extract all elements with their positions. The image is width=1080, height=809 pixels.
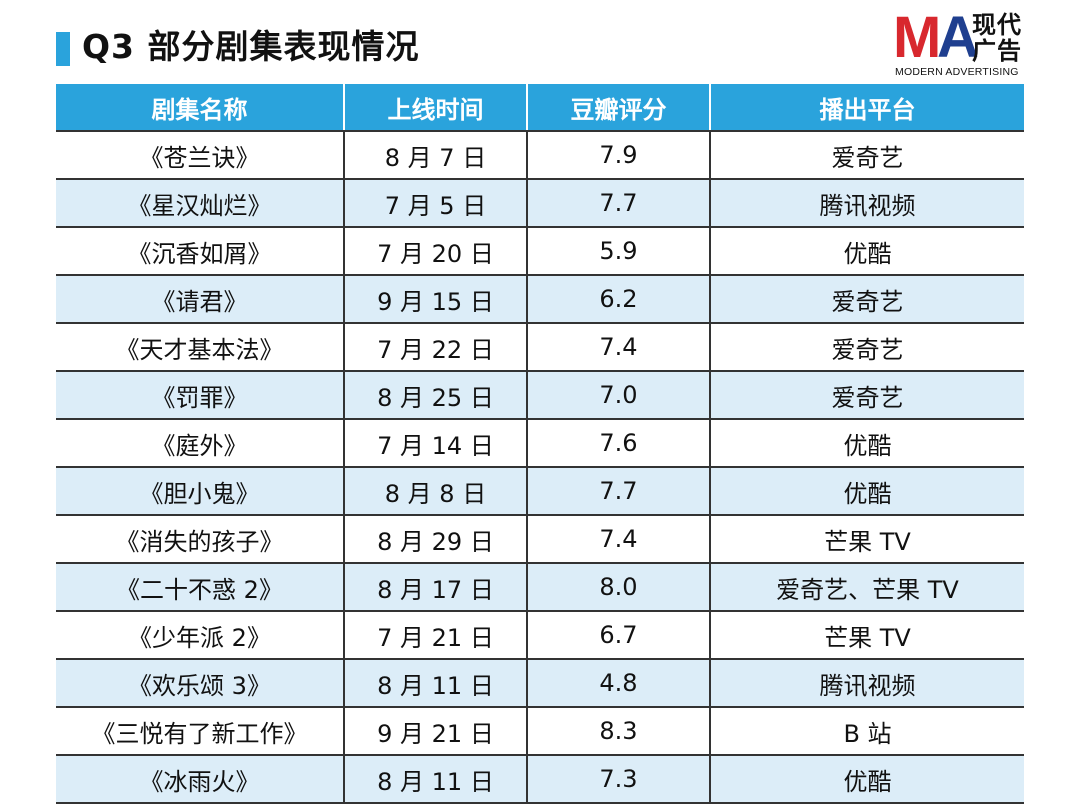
- logo-chinese-name: 现代广告: [972, 11, 1022, 65]
- douban-score-cell: 7.4: [526, 323, 710, 372]
- drama-name-cell: 《二十不惑 2》: [56, 563, 344, 612]
- release-date-cell: 8 月 11 日: [343, 659, 527, 708]
- douban-score-cell: 7.3: [526, 755, 710, 804]
- table-row: 《苍兰诀》 8 月 7 日 7.9 爱奇艺: [56, 131, 1024, 180]
- table-row: 《二十不惑 2》 8 月 17 日 8.0 爱奇艺、芒果 TV: [56, 563, 1024, 612]
- platform-cell: 爱奇艺: [709, 323, 1024, 372]
- release-date-cell: 7 月 20 日: [343, 227, 527, 276]
- table-row: 《胆小鬼》 8 月 8 日 7.7 优酷: [56, 467, 1024, 516]
- platform-cell: 爱奇艺: [709, 275, 1024, 324]
- table-row: 《少年派 2》 7 月 21 日 6.7 芒果 TV: [56, 611, 1024, 660]
- release-date-cell: 8 月 17 日: [343, 563, 527, 612]
- drama-name-cell: 《星汉灿烂》: [56, 179, 344, 228]
- platform-cell: 爱奇艺: [709, 131, 1024, 180]
- release-date-cell: 8 月 11 日: [343, 755, 527, 804]
- release-date-cell: 7 月 14 日: [343, 419, 527, 468]
- platform-cell: 爱奇艺: [709, 371, 1024, 420]
- drama-name-cell: 《罚罪》: [56, 371, 344, 420]
- platform-cell: 腾讯视频: [709, 179, 1024, 228]
- release-date-cell: 9 月 21 日: [343, 707, 527, 756]
- drama-name-cell: 《天才基本法》: [56, 323, 344, 372]
- release-date-cell: 8 月 7 日: [343, 131, 527, 180]
- release-date-cell: 7 月 21 日: [343, 611, 527, 660]
- douban-score-cell: 7.7: [526, 179, 710, 228]
- table-row: 《庭外》 7 月 14 日 7.6 优酷: [56, 419, 1024, 468]
- header-platform: 播出平台: [709, 84, 1024, 132]
- drama-name-cell: 《苍兰诀》: [56, 131, 344, 180]
- header-release-date: 上线时间: [343, 84, 528, 132]
- douban-score-cell: 8.3: [526, 707, 710, 756]
- drama-name-cell: 《欢乐颂 3》: [56, 659, 344, 708]
- table-row: 《请君》 9 月 15 日 6.2 爱奇艺: [56, 275, 1024, 324]
- table-row: 《冰雨火》 8 月 11 日 7.3 优酷: [56, 755, 1024, 804]
- drama-name-cell: 《消失的孩子》: [56, 515, 344, 564]
- drama-name-cell: 《冰雨火》: [56, 755, 344, 804]
- douban-score-cell: 7.4: [526, 515, 710, 564]
- platform-cell: 优酷: [709, 419, 1024, 468]
- douban-score-cell: 7.9: [526, 131, 710, 180]
- drama-name-cell: 《沉香如屑》: [56, 227, 344, 276]
- table-row: 《星汉灿烂》 7 月 5 日 7.7 腾讯视频: [56, 179, 1024, 228]
- table-row: 《罚罪》 8 月 25 日 7.0 爱奇艺: [56, 371, 1024, 420]
- douban-score-cell: 8.0: [526, 563, 710, 612]
- platform-cell: B 站: [709, 707, 1024, 756]
- platform-cell: 优酷: [709, 227, 1024, 276]
- drama-performance-table: 剧集名称 上线时间 豆瓣评分 播出平台 《苍兰诀》 8 月 7 日 7.9 爱奇艺 《星…: [56, 84, 1024, 804]
- drama-name-cell: 《庭外》: [56, 419, 344, 468]
- table-row: 《三悦有了新工作》 9 月 21 日 8.3 B 站: [56, 707, 1024, 756]
- modern-advertising-logo: M A 现代广告 MODERN ADVERTISING: [893, 8, 1025, 80]
- douban-score-cell: 4.8: [526, 659, 710, 708]
- table-row: 《消失的孩子》 8 月 29 日 7.4 芒果 TV: [56, 515, 1024, 564]
- drama-name-cell: 《请君》: [56, 275, 344, 324]
- header-drama-name: 剧集名称: [56, 84, 345, 132]
- release-date-cell: 8 月 29 日: [343, 515, 527, 564]
- release-date-cell: 8 月 8 日: [343, 467, 527, 516]
- platform-cell: 芒果 TV: [709, 515, 1024, 564]
- douban-score-cell: 6.7: [526, 611, 710, 660]
- douban-score-cell: 7.7: [526, 467, 710, 516]
- release-date-cell: 9 月 15 日: [343, 275, 527, 324]
- douban-score-cell: 7.6: [526, 419, 710, 468]
- table-body: 《苍兰诀》 8 月 7 日 7.9 爱奇艺 《星汉灿烂》 7 月 5 日 7.7 腾讯视频 《沉…: [56, 131, 1024, 804]
- logo-english-name: MODERN ADVERTISING: [895, 66, 1019, 78]
- logo-m-letter: M: [893, 5, 941, 70]
- platform-cell: 优酷: [709, 755, 1024, 804]
- drama-name-cell: 《三悦有了新工作》: [56, 707, 344, 756]
- header-douban-score: 豆瓣评分: [526, 84, 711, 132]
- page-title: Q3 部分剧集表现情况: [82, 27, 420, 66]
- drama-name-cell: 《少年派 2》: [56, 611, 344, 660]
- release-date-cell: 7 月 5 日: [343, 179, 527, 228]
- title-accent-bar: [56, 32, 70, 66]
- release-date-cell: 8 月 25 日: [343, 371, 527, 420]
- release-date-cell: 7 月 22 日: [343, 323, 527, 372]
- douban-score-cell: 7.0: [526, 371, 710, 420]
- logo-a-letter: A: [937, 5, 979, 70]
- platform-cell: 优酷: [709, 467, 1024, 516]
- douban-score-cell: 6.2: [526, 275, 710, 324]
- platform-cell: 芒果 TV: [709, 611, 1024, 660]
- table-row: 《沉香如屑》 7 月 20 日 5.9 优酷: [56, 227, 1024, 276]
- douban-score-cell: 5.9: [526, 227, 710, 276]
- drama-name-cell: 《胆小鬼》: [56, 467, 344, 516]
- platform-cell: 腾讯视频: [709, 659, 1024, 708]
- platform-cell: 爱奇艺、芒果 TV: [709, 563, 1024, 612]
- table-row: 《天才基本法》 7 月 22 日 7.4 爱奇艺: [56, 323, 1024, 372]
- table-row: 《欢乐颂 3》 8 月 11 日 4.8 腾讯视频: [56, 659, 1024, 708]
- table-header-row: 剧集名称 上线时间 豆瓣评分 播出平台: [56, 84, 1024, 132]
